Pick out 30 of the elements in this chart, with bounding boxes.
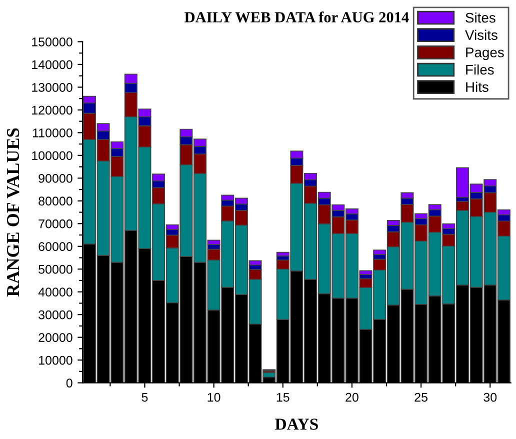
y-tick-label: 150000 [32, 38, 72, 46]
y-tick-label: 30000 [38, 310, 72, 320]
legend-label: Pages [466, 48, 504, 60]
y-tick-label: 130000 [32, 82, 72, 92]
y-tick-label: 100000 [32, 151, 72, 160]
y-tick-label: 110000 [33, 128, 72, 138]
x-tick-label: 20 [346, 392, 358, 402]
x-tick-label: 10 [208, 392, 220, 402]
y-tick-label: 70000 [38, 219, 72, 228]
x-tick-label: 5 [142, 392, 148, 402]
x-tick-label: 30 [484, 392, 497, 402]
chart-title: DAILY WEB DATA for AUG 2014 [184, 12, 409, 22]
x-tick-label: 25 [414, 392, 428, 402]
legend-label: Visits [465, 30, 498, 40]
legend-label: Sites [466, 12, 496, 23]
y-tick-label: 80000 [38, 196, 72, 206]
y-axis-title: RANGE OF VALUES [6, 128, 20, 297]
x-axis-title: DAYS [275, 418, 318, 430]
y-tick-label: 90000 [38, 174, 72, 183]
y-tick-label: 40000 [38, 288, 72, 296]
y-tick-label: 0 [66, 378, 72, 388]
x-tick-label: 15 [276, 392, 290, 402]
y-tick-label: 140000 [32, 60, 72, 70]
y-tick-label: 50000 [38, 264, 72, 274]
legend-label: Hits [466, 82, 488, 92]
y-tick-label: 10000 [39, 356, 72, 365]
y-tick-label: 20000 [38, 333, 72, 342]
y-tick-label: 120000 [32, 106, 72, 115]
y-tick-label: 60000 [38, 242, 72, 252]
legend-label: Files [466, 64, 494, 75]
